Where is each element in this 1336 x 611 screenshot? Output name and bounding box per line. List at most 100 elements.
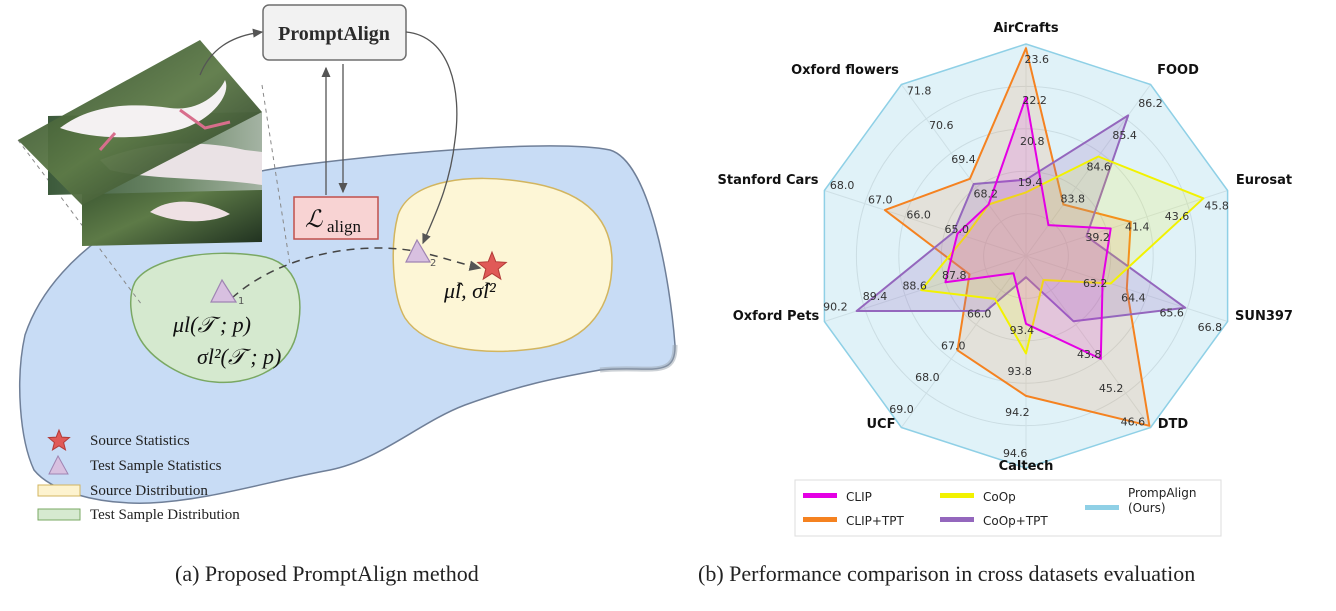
grid-spoke-8 — [824, 190, 1027, 257]
tick-label: 63.2 — [1083, 277, 1108, 290]
test-distribution-region — [130, 252, 301, 384]
tick-label: 23.6 — [1025, 53, 1050, 66]
axis-label-oxford-pets: Oxford Pets — [733, 309, 820, 324]
loss-subscript: align — [327, 217, 361, 236]
series-polygon-prompalign — [823, 43, 1229, 469]
tick-label: 41.4 — [1125, 221, 1150, 234]
series-polygon-coop — [920, 155, 1205, 355]
tick-label: 71.8 — [907, 84, 932, 97]
legend-coop-tpt: CoOp+TPT — [983, 514, 1048, 528]
grid-spoke-4 — [1025, 255, 1152, 428]
flamingo-image-stack — [18, 40, 262, 246]
test-distribution-swatch — [37, 508, 81, 521]
tick-label: 46.6 — [1121, 416, 1146, 429]
legend-swatch-clip-tpt — [803, 517, 837, 522]
alignment-loss-box: ℒ align — [293, 196, 379, 240]
tick-label: 84.6 — [1086, 161, 1111, 174]
test-statistics-triangle-2: 2 — [405, 238, 436, 269]
legend-prompalign-line: (Ours) — [1128, 501, 1166, 515]
axis-label-ucf: UCF — [867, 417, 896, 432]
grid-spoke-6 — [900, 255, 1027, 428]
tick-label: 90.2 — [823, 301, 848, 314]
tick-label: 66.0 — [967, 308, 992, 321]
tick-label: 43.6 — [1165, 210, 1190, 223]
legend-source-distribution: Source Distribution — [90, 483, 208, 499]
tick-label: 85.4 — [1112, 129, 1137, 142]
tick-label: 93.8 — [1007, 365, 1032, 378]
legend-test-sample-distribution: Test Sample Distribution — [90, 507, 240, 523]
source-statistics-star — [476, 250, 508, 281]
radar-legend: CLIP CLIP+TPT CoOp CoOp+TPT PrompAlign (O… — [794, 479, 1222, 537]
axis-label-oxford-flowers: Oxford flowers — [791, 63, 899, 78]
tick-label: 87.8 — [942, 269, 967, 282]
tick-label: 65.0 — [945, 223, 970, 236]
axis-label-food: FOOD — [1157, 63, 1199, 78]
tick-label: 70.6 — [929, 119, 954, 132]
test-variance-label: σl²(𝒯 ; p) — [197, 344, 281, 369]
tick-label: 43.8 — [1077, 348, 1102, 361]
legend-clip-tpt: CLIP+TPT — [846, 514, 904, 528]
legend-clip: CLIP — [846, 490, 872, 504]
axis-label-dtd: DTD — [1158, 417, 1189, 432]
tick-label: 68.0 — [915, 371, 940, 384]
axis-label-aircrafts: AirCrafts — [993, 21, 1059, 36]
tick-label: 83.8 — [1061, 193, 1086, 206]
tick-label: 66.0 — [906, 208, 931, 221]
axis-label-sun397: SUN397 — [1235, 309, 1293, 324]
test-mean-label: μl(𝒯 ; p) — [172, 312, 251, 337]
promptalign-box: PromptAlign — [262, 4, 407, 61]
tick-label: 68.0 — [830, 179, 855, 192]
tick-label: 19.4 — [1018, 176, 1043, 189]
caption-panel-a: (a) Proposed PromptAlign method — [175, 561, 479, 586]
legend-swatch-prompalign — [1085, 505, 1119, 510]
panel-a-legend: Source Statistics Test Sample Statistics… — [37, 428, 240, 523]
legend-coop: CoOp — [983, 490, 1016, 504]
tick-label: 64.4 — [1121, 292, 1146, 305]
radar-chart: 19.4 20.8 22.2 23.6 83.8 84.6 85.4 86.2 39.2 41.4… — [718, 21, 1293, 474]
series-polygon-clip — [944, 96, 1112, 360]
tick-label: 68.2 — [974, 188, 999, 201]
panel-a: PromptAlign ℒ align 1 2 μl(𝒯 ; p — [17, 4, 678, 523]
tick-label: 67.0 — [868, 194, 893, 207]
axis-label-eurosat: Eurosat — [1236, 173, 1292, 188]
tick-label: 69.4 — [951, 153, 976, 166]
legend-test-sample-statistics: Test Sample Statistics — [90, 458, 222, 474]
tick-label: 39.2 — [1085, 231, 1110, 244]
legend-swatch-clip — [803, 493, 837, 498]
grid-spoke-1 — [1025, 84, 1152, 257]
triangle-icon — [48, 454, 69, 475]
tick-label: 94.2 — [1005, 406, 1030, 419]
legend-swatch-coop-tpt — [940, 517, 974, 522]
test-statistics-triangle-1: 1 — [210, 278, 244, 307]
tick-label: 20.8 — [1020, 135, 1045, 148]
tick-label: 65.6 — [1159, 306, 1184, 319]
tick-label: 94.6 — [1003, 447, 1028, 460]
series-polygon-clip-tpt — [883, 47, 1151, 427]
grid-spoke-2 — [1025, 190, 1228, 257]
tick-label: 67.0 — [941, 339, 966, 352]
tick-label: 88.6 — [902, 280, 927, 293]
tick-label: 86.2 — [1138, 97, 1163, 110]
tick-label: 69.0 — [889, 403, 914, 416]
tick-label: 22.2 — [1022, 94, 1047, 107]
grid-spoke-9 — [900, 84, 1027, 257]
axis-label-caltech: Caltech — [999, 459, 1054, 474]
tick-label: 45.8 — [1204, 200, 1229, 213]
axis-label-stanford-cars: Stanford Cars — [718, 173, 819, 188]
tick-label: 66.8 — [1198, 321, 1223, 334]
legend-swatch-coop — [940, 493, 974, 498]
legend-prompalign-line: PrompAlign — [1128, 486, 1196, 500]
tick-label: 93.4 — [1010, 324, 1035, 337]
tick-label: 89.4 — [863, 290, 888, 303]
triangle2-index: 2 — [430, 258, 436, 269]
source-distribution-swatch — [37, 484, 81, 497]
caption-panel-b: (b) Performance comparison in cross data… — [698, 561, 1196, 586]
legend-source-statistics: Source Statistics — [90, 433, 190, 449]
loss-symbol: ℒ — [305, 207, 323, 233]
triangle1-index: 1 — [238, 296, 244, 307]
tick-label: 45.2 — [1099, 382, 1124, 395]
source-stats-label: μ̂l, σ̂l² — [443, 278, 496, 303]
legend-prompalign: PrompAlign (Ours) — [1128, 486, 1196, 515]
promptalign-label: PromptAlign — [278, 23, 390, 45]
